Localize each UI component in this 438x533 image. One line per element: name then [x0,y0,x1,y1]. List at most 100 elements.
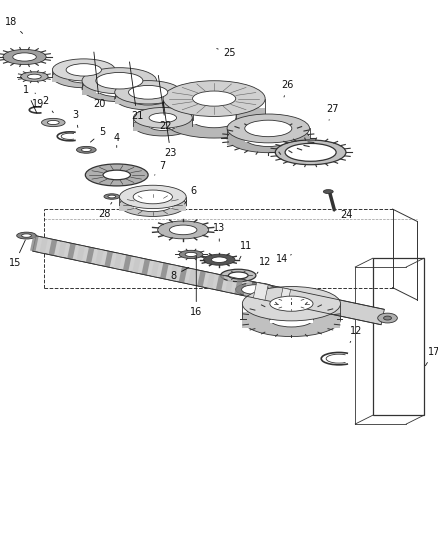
Polygon shape [280,288,291,305]
Polygon shape [123,255,131,271]
Ellipse shape [245,120,292,136]
Ellipse shape [28,74,41,79]
Ellipse shape [213,257,225,262]
Ellipse shape [42,118,65,127]
Ellipse shape [131,86,166,99]
Text: 25: 25 [217,49,236,59]
Polygon shape [113,253,122,269]
Polygon shape [262,284,271,301]
Ellipse shape [227,114,310,143]
Ellipse shape [229,272,248,279]
Ellipse shape [66,70,102,83]
Text: 3: 3 [72,110,78,127]
Text: 2: 2 [42,96,53,112]
FancyBboxPatch shape [129,96,167,102]
Ellipse shape [158,221,208,239]
Ellipse shape [221,269,256,281]
FancyBboxPatch shape [134,123,192,131]
Ellipse shape [227,124,310,152]
Ellipse shape [242,287,340,321]
Polygon shape [244,280,252,297]
Ellipse shape [115,86,181,110]
Ellipse shape [163,80,265,116]
Text: 20: 20 [93,52,106,109]
Ellipse shape [53,59,115,81]
Polygon shape [49,239,57,256]
Text: 23: 23 [163,101,177,158]
Text: 14: 14 [276,254,291,263]
Polygon shape [254,282,268,300]
Ellipse shape [96,72,143,89]
Ellipse shape [120,193,186,216]
Ellipse shape [104,194,120,199]
Ellipse shape [82,76,157,102]
Text: 26: 26 [282,80,294,97]
Polygon shape [30,235,39,252]
Ellipse shape [120,185,186,208]
Polygon shape [197,271,206,287]
Polygon shape [67,243,76,260]
Polygon shape [77,245,85,262]
Polygon shape [225,277,234,293]
FancyBboxPatch shape [193,102,235,124]
Polygon shape [207,272,215,289]
Ellipse shape [384,316,392,320]
Polygon shape [253,282,261,299]
Ellipse shape [149,113,177,123]
Polygon shape [33,236,385,325]
Text: 7: 7 [155,160,166,175]
FancyBboxPatch shape [67,73,101,80]
Ellipse shape [270,296,313,311]
Polygon shape [151,261,159,277]
Ellipse shape [173,227,193,233]
Text: 15: 15 [8,240,25,268]
Polygon shape [170,264,178,281]
FancyBboxPatch shape [242,312,340,328]
Ellipse shape [242,285,269,294]
Ellipse shape [115,80,181,104]
Ellipse shape [21,234,32,237]
Ellipse shape [21,72,48,82]
FancyBboxPatch shape [150,120,176,128]
Ellipse shape [66,63,102,76]
Ellipse shape [179,251,203,259]
Ellipse shape [81,148,91,151]
Ellipse shape [103,170,131,180]
FancyBboxPatch shape [120,203,186,211]
Ellipse shape [96,80,143,97]
Ellipse shape [133,198,173,212]
Ellipse shape [185,252,197,256]
Polygon shape [132,257,141,273]
Ellipse shape [236,282,275,296]
Ellipse shape [108,195,116,198]
Ellipse shape [276,140,346,165]
Text: 24: 24 [334,210,352,220]
Text: 18: 18 [5,17,23,34]
Text: 27: 27 [326,104,339,120]
Ellipse shape [193,112,236,128]
Polygon shape [188,269,197,285]
Ellipse shape [133,190,173,204]
Polygon shape [234,278,243,295]
Polygon shape [86,247,95,263]
Ellipse shape [193,91,236,106]
Ellipse shape [85,164,148,186]
Polygon shape [58,241,67,257]
Ellipse shape [270,296,313,311]
Ellipse shape [242,302,340,336]
Polygon shape [216,274,224,291]
Polygon shape [281,288,290,305]
Ellipse shape [193,91,236,106]
Text: 1: 1 [23,85,37,114]
FancyBboxPatch shape [53,75,115,82]
Text: 13: 13 [213,223,226,241]
Ellipse shape [3,50,46,64]
Text: 19: 19 [32,93,44,109]
FancyBboxPatch shape [163,108,265,129]
Ellipse shape [202,94,226,103]
Ellipse shape [270,312,313,327]
Ellipse shape [278,299,305,309]
Ellipse shape [128,91,168,105]
Ellipse shape [323,190,333,193]
Ellipse shape [128,85,168,99]
